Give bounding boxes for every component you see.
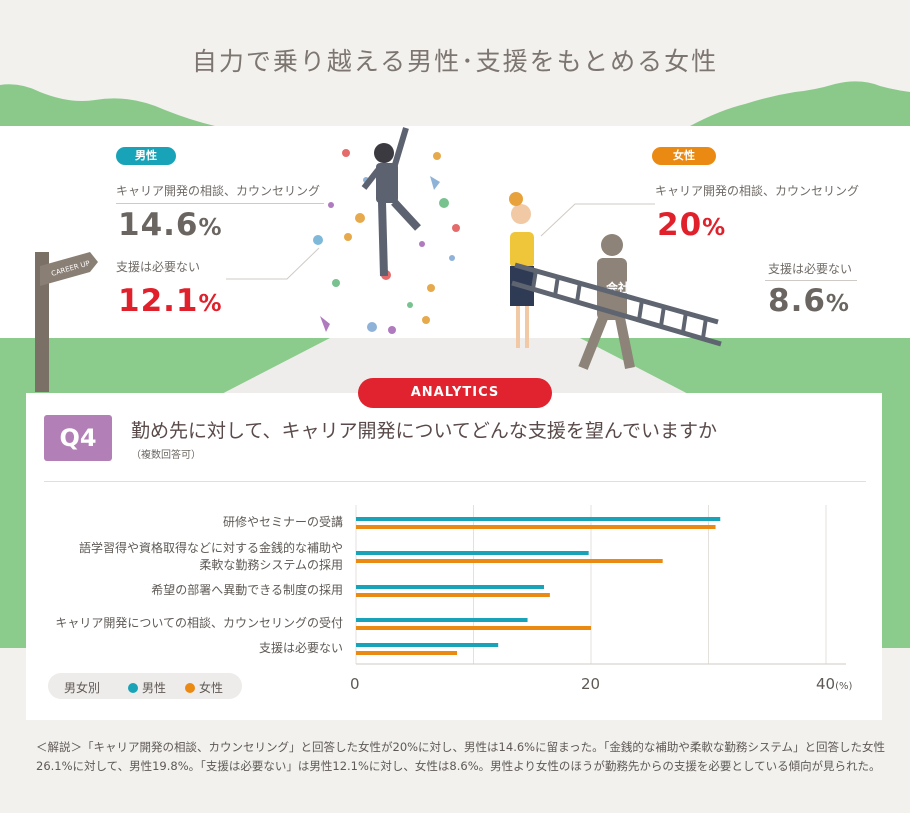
female-stat-1-label: キャリア開発の相談、カウンセリング xyxy=(655,184,860,198)
analytics-badge: ANALYTICS xyxy=(358,378,552,408)
divider xyxy=(44,481,866,482)
female-bar xyxy=(356,559,663,563)
legend-item-male: 男性 xyxy=(128,679,166,696)
male-bar xyxy=(356,643,499,647)
x-tick-label: 20 xyxy=(581,675,601,693)
signpost-icon: CAREER UP xyxy=(35,252,98,392)
female-swatch-icon xyxy=(185,683,195,693)
category-label: 希望の部署へ異動できる制度の採用 xyxy=(151,583,343,597)
male-stat-2-label: 支援は必要ない xyxy=(116,260,201,274)
divider xyxy=(765,280,857,281)
male-bar xyxy=(356,618,528,622)
legend-item-female: 女性 xyxy=(185,679,223,696)
question-number: Q4 xyxy=(44,415,112,461)
category-label: 語学習得や資格取得などに対する金銭的な補助や 柔軟な勤務システムの採用 xyxy=(78,541,343,572)
page-title: 自力で乗り越える男性･支援をもとめる女性 xyxy=(191,47,719,76)
male-stat-2-value: 12.1% xyxy=(118,283,223,319)
female-stat-2-label: 支援は必要ない xyxy=(768,262,853,276)
commentary-note: ＜解説＞「キャリア開発の相談、カウンセリング」と回答した女性が20%に対し、男性… xyxy=(36,740,886,773)
divider xyxy=(116,203,324,204)
question-text: 勤め先に対して、キャリア開発についてどんな支援を望んでいますか xyxy=(131,420,717,442)
female-stat-1-value: 20% xyxy=(657,207,727,243)
x-tick-label: 40(%) xyxy=(816,675,853,693)
legend-title: 男女別 xyxy=(64,681,101,695)
chart-panel xyxy=(26,393,882,720)
climbing-man-icon xyxy=(361,127,421,277)
category-label: 支援は必要ない xyxy=(258,641,343,655)
female-bar xyxy=(356,525,716,529)
chart-legend: 男女別 男性 女性 xyxy=(48,673,242,699)
road xyxy=(210,338,700,400)
male-bar xyxy=(356,585,544,589)
male-tag: 男性 xyxy=(116,147,176,165)
female-bar xyxy=(356,651,458,655)
category-label: キャリア開発についての相談、カウンセリングの受付 xyxy=(55,616,343,630)
company-man-icon: 会社 xyxy=(578,234,635,370)
category-label: 研修やセミナーの受講 xyxy=(222,515,343,529)
male-bar xyxy=(356,551,589,555)
ladder-icon xyxy=(511,262,722,347)
female-bar xyxy=(356,593,550,597)
hills-right xyxy=(690,81,910,126)
male-stat-1-value: 14.6% xyxy=(118,207,223,243)
male-stat-1-label: キャリア開発の相談、カウンセリング xyxy=(116,184,321,198)
hills-left xyxy=(0,84,215,126)
female-leader-line xyxy=(540,203,655,237)
female-stat-2-value: 8.6% xyxy=(768,283,850,319)
male-leader-line xyxy=(226,247,320,280)
climbing-holds-icon xyxy=(313,149,460,334)
question-note: （複数回答可） xyxy=(131,450,201,461)
x-tick-label: 0 xyxy=(350,675,360,693)
female-bar xyxy=(356,626,591,630)
male-bar xyxy=(356,517,721,521)
female-tag: 女性 xyxy=(652,147,716,165)
male-swatch-icon xyxy=(128,683,138,693)
